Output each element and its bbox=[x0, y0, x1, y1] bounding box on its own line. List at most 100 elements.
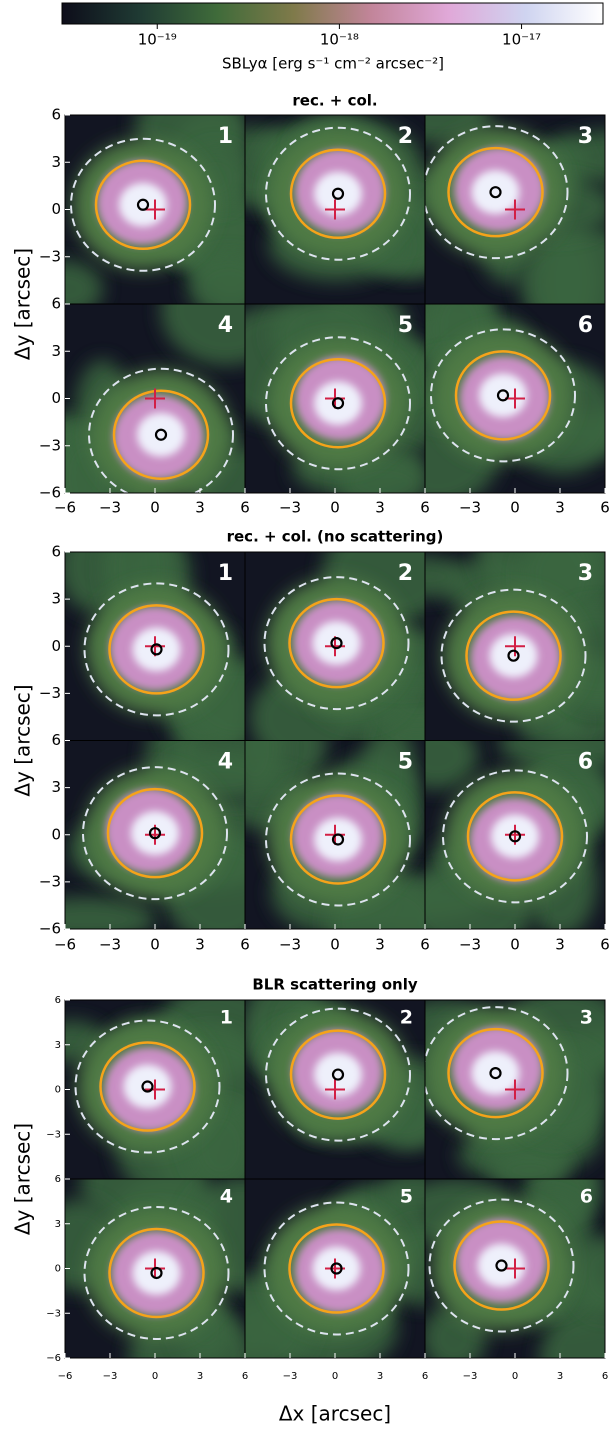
map bbox=[425, 552, 605, 741]
y-axis-label: Δy [arcsec] bbox=[11, 684, 35, 796]
y-tick-label: 0 bbox=[51, 200, 61, 218]
map-core bbox=[489, 633, 538, 678]
map-emission bbox=[383, 1179, 425, 1214]
colorbar-tick-label: 10⁻¹⁷ bbox=[502, 31, 541, 49]
panel-label: 5 bbox=[400, 1186, 413, 1208]
map-core bbox=[314, 381, 362, 426]
map-emission bbox=[519, 227, 605, 304]
x-tick-label: 0 bbox=[510, 499, 520, 517]
panel-label: 5 bbox=[398, 750, 413, 775]
panel-label: 1 bbox=[218, 124, 233, 149]
y-tick-label: 6 bbox=[51, 106, 61, 124]
contour-low bbox=[263, 576, 410, 711]
x-tick-label: 0 bbox=[330, 936, 340, 954]
map-core bbox=[132, 1250, 181, 1295]
y-tick-label: −6 bbox=[46, 1353, 61, 1364]
map-emission bbox=[573, 1236, 605, 1316]
map-core bbox=[312, 621, 361, 666]
quasar-circle bbox=[489, 186, 502, 199]
x-tick-label: −6 bbox=[54, 499, 76, 517]
map-emission bbox=[245, 740, 285, 795]
contour-high bbox=[99, 1041, 196, 1132]
map-emission bbox=[425, 555, 469, 598]
y-tick-label: −3 bbox=[39, 872, 61, 890]
x-tick-label: 6 bbox=[600, 499, 610, 517]
panel-label: 6 bbox=[580, 1186, 593, 1208]
map-emission bbox=[425, 740, 478, 790]
quasar-circle bbox=[150, 643, 163, 656]
contour-high bbox=[289, 357, 387, 449]
colorbar-tick-label: 10⁻¹⁹ bbox=[138, 31, 177, 49]
contour-low bbox=[425, 125, 569, 260]
map bbox=[425, 1179, 605, 1358]
quasar-circle bbox=[331, 1068, 345, 1081]
x-tick-label: 3 bbox=[195, 499, 205, 517]
map-core bbox=[119, 182, 167, 227]
panel-label: 3 bbox=[580, 1007, 593, 1029]
map-emission bbox=[498, 740, 605, 771]
quasar-circle bbox=[330, 1262, 343, 1275]
x-tick-label: −3 bbox=[283, 1371, 298, 1382]
x-tick-label: 3 bbox=[197, 1371, 203, 1382]
quasar-circle bbox=[136, 198, 150, 211]
x-tick-label: 6 bbox=[602, 1371, 608, 1382]
contour-high bbox=[454, 350, 552, 441]
contour-high bbox=[465, 610, 562, 701]
y-tick-label: 6 bbox=[55, 995, 61, 1006]
y-tick-label: 3 bbox=[55, 1040, 61, 1051]
x-tick-label: −3 bbox=[99, 499, 121, 517]
contour-low bbox=[442, 769, 588, 904]
x-tick-label: −3 bbox=[279, 499, 301, 517]
panel-label: 3 bbox=[578, 124, 593, 149]
x-tick-label: 6 bbox=[240, 936, 250, 954]
panel-label: 4 bbox=[218, 750, 233, 775]
map-emission bbox=[539, 1308, 605, 1358]
y-tick-label: 0 bbox=[51, 637, 61, 655]
contour-low bbox=[74, 1019, 221, 1154]
map-core bbox=[477, 1243, 526, 1288]
map-core bbox=[471, 1051, 520, 1096]
panel-label: 2 bbox=[398, 561, 413, 586]
panel-label: 5 bbox=[398, 313, 413, 338]
contour-high bbox=[289, 148, 387, 239]
x-tick-label: 6 bbox=[240, 499, 250, 517]
x-tick-label: −3 bbox=[463, 1371, 478, 1382]
y-tick-label: 0 bbox=[55, 1264, 61, 1275]
contour-high bbox=[108, 1227, 205, 1319]
panel-label: 6 bbox=[578, 313, 593, 338]
y-tick-label: −3 bbox=[39, 247, 61, 265]
contour-high bbox=[108, 604, 205, 695]
map-core bbox=[314, 1052, 362, 1097]
contour-low bbox=[263, 1201, 410, 1336]
y-axis-label: Δy [arcsec] bbox=[11, 248, 35, 360]
contour-low bbox=[70, 137, 216, 272]
map bbox=[65, 552, 245, 741]
x-tick-label: −6 bbox=[58, 1371, 73, 1382]
x-tick-label: 0 bbox=[512, 1371, 518, 1382]
contour-high bbox=[447, 146, 544, 238]
panel-label: 4 bbox=[220, 1186, 233, 1208]
contour-low bbox=[83, 1205, 230, 1340]
contour-low bbox=[88, 367, 234, 493]
quasar-circle bbox=[508, 830, 522, 843]
x-tick-label: 0 bbox=[150, 499, 160, 517]
quasar-circle bbox=[150, 1266, 163, 1280]
map bbox=[65, 115, 245, 304]
y-tick-label: −6 bbox=[39, 484, 61, 502]
contour-high bbox=[112, 389, 210, 480]
quasar-circle bbox=[141, 1080, 154, 1093]
x-tick-label: 0 bbox=[150, 936, 160, 954]
map-emission bbox=[161, 304, 245, 366]
quasar-circle bbox=[507, 649, 520, 662]
contour-low bbox=[430, 328, 576, 463]
panel-label: 4 bbox=[218, 313, 233, 338]
x-tick-label: 6 bbox=[420, 499, 430, 517]
x-tick-label: 0 bbox=[330, 499, 340, 517]
contour-low bbox=[265, 772, 411, 907]
x-tick-label: −3 bbox=[459, 936, 481, 954]
contour-low bbox=[440, 588, 587, 723]
map-emission bbox=[425, 115, 492, 145]
y-axis-label: Δy [arcsec] bbox=[11, 1123, 35, 1235]
x-tick-label: 0 bbox=[152, 1371, 158, 1382]
